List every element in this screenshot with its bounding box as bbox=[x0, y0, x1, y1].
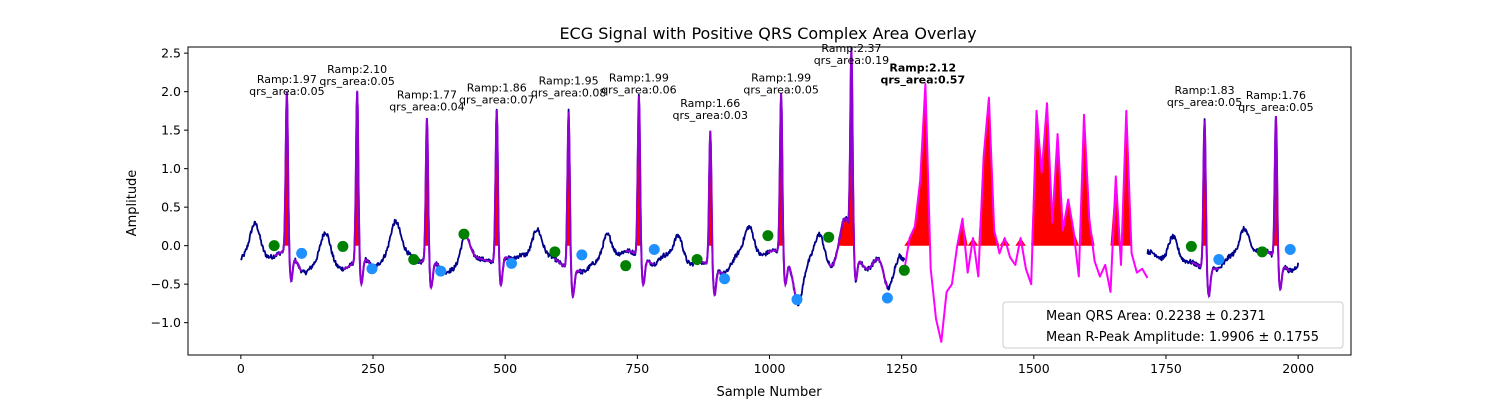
x-tick-label: 750 bbox=[625, 361, 649, 376]
qrs-offset-marker bbox=[435, 265, 447, 277]
ramp-annotation: Ramp:1.99 bbox=[609, 71, 669, 84]
x-tick-label: 1500 bbox=[1018, 361, 1050, 376]
qrs-area-annotation: qrs_area:0.05 bbox=[319, 75, 394, 88]
y-tick-label: 0.5 bbox=[161, 200, 181, 215]
x-axis: 0 250 500 750 1000 1250 1500 1750 2000 bbox=[237, 355, 1314, 376]
qrs-onset-marker bbox=[1256, 246, 1268, 258]
qrs-area-annotation: qrs_area:0.05 bbox=[743, 83, 818, 96]
ramp-annotation: Ramp:1.95 bbox=[539, 75, 599, 88]
x-axis-label: Sample Number bbox=[716, 385, 822, 400]
ramp-annotation: Ramp:1.76 bbox=[1246, 89, 1306, 102]
qrs-onset-marker bbox=[823, 231, 835, 243]
qrs-onset-marker bbox=[408, 254, 420, 266]
qrs-offset-marker bbox=[1284, 244, 1296, 256]
plot-area: Ramp:1.97qrs_area:0.05Ramp:2.10qrs_area:… bbox=[240, 42, 1314, 343]
qrs-onset-marker bbox=[549, 246, 561, 258]
ramp-annotation: Ramp:1.83 bbox=[1175, 84, 1235, 97]
qrs-onset-marker bbox=[691, 254, 703, 266]
qrs-onset-marker bbox=[458, 228, 470, 240]
ramp-annotation: Ramp:1.99 bbox=[751, 71, 811, 84]
qrs-segment-line bbox=[1191, 120, 1220, 299]
qrs-offset-marker bbox=[881, 292, 893, 304]
ramp-annotation: Ramp:1.86 bbox=[467, 81, 527, 94]
qrs-segment-line bbox=[767, 93, 798, 303]
qrs-segment-line bbox=[554, 111, 582, 300]
chart-title: ECG Signal with Positive QRS Complex Are… bbox=[559, 24, 976, 43]
x-tick-label: 1000 bbox=[754, 361, 786, 376]
qrs-area-annotation: qrs_area:0.07 bbox=[459, 93, 534, 106]
qrs-offset-marker bbox=[576, 249, 588, 261]
noisy-qrs-segment-line bbox=[903, 83, 1149, 343]
legend-box bbox=[1002, 301, 1344, 349]
qrs-area-annotation: qrs_area:0.06 bbox=[601, 83, 676, 96]
y-tick-label: 0.0 bbox=[161, 238, 181, 253]
y-axis: −1.0 −0.5 0.0 0.5 1.0 1.5 2.0 2.5 bbox=[151, 46, 188, 330]
qrs-segment-line bbox=[463, 109, 512, 288]
ramp-annotation: Ramp:1.77 bbox=[397, 88, 457, 101]
qrs-offset-marker bbox=[506, 257, 518, 269]
x-tick-label: 2000 bbox=[1282, 361, 1314, 376]
x-tick-label: 0 bbox=[237, 361, 245, 376]
qrs-offset-marker bbox=[1213, 254, 1225, 266]
ramp-annotation: Ramp:1.97 bbox=[257, 73, 317, 86]
qrs-area-annotation: qrs_area:0.05 bbox=[1167, 96, 1242, 109]
x-tick-label: 500 bbox=[493, 361, 517, 376]
qrs-onset-marker bbox=[337, 240, 349, 252]
qrs-area-fill-large bbox=[828, 49, 862, 246]
qrs-markers bbox=[268, 228, 1296, 306]
qrs-offset-marker bbox=[648, 244, 660, 256]
qrs-area-annotation: qrs_area:0.04 bbox=[389, 100, 464, 113]
ramp-annotation: Ramp:2.37 bbox=[821, 42, 881, 55]
y-tick-label: −1.0 bbox=[151, 315, 181, 330]
y-tick-label: 1.5 bbox=[161, 123, 181, 138]
ramp-annotation: Ramp:1.66 bbox=[680, 97, 740, 110]
signal-lines bbox=[240, 47, 1299, 343]
qrs-offset-marker bbox=[791, 294, 803, 306]
qrs-area-fill-large bbox=[904, 84, 1148, 246]
ramp-annotation: Ramp:2.10 bbox=[327, 63, 387, 76]
beat-annotations: Ramp:1.97qrs_area:0.05Ramp:2.10qrs_area:… bbox=[249, 42, 1314, 122]
qrs-segment-line bbox=[342, 90, 373, 288]
qrs-segment-line bbox=[827, 49, 889, 288]
qrs-area-annotation: qrs_area:0.57 bbox=[880, 73, 965, 86]
qrs-segment-line bbox=[273, 92, 303, 284]
y-tick-label: 1.0 bbox=[161, 161, 181, 176]
y-tick-label: 2.5 bbox=[161, 46, 181, 61]
qrs-area-annotation: qrs_area:0.05 bbox=[1238, 101, 1313, 114]
y-axis-label: Amplitude bbox=[125, 170, 140, 237]
qrs-area-annotation: qrs_area:0.05 bbox=[249, 85, 324, 98]
ramp-annotation: Ramp:2.12 bbox=[889, 61, 956, 74]
x-tick-label: 250 bbox=[361, 361, 385, 376]
legend-entry-r-amp: Mean R-Peak Amplitude: 1.9906 ± 0.1755 bbox=[1046, 330, 1319, 345]
qrs-area-annotation: qrs_area:0.03 bbox=[673, 109, 748, 122]
qrs-offset-marker bbox=[719, 273, 731, 285]
qrs-area-annotation: qrs_area:0.19 bbox=[814, 54, 889, 67]
y-tick-label: 2.0 bbox=[161, 84, 181, 99]
qrs-onset-marker bbox=[620, 260, 632, 272]
qrs-segment-line bbox=[625, 95, 655, 288]
legend: Mean QRS Area: 0.2238 ± 0.2371 Mean R-Pe… bbox=[1002, 301, 1344, 349]
qrs-offset-marker bbox=[296, 247, 308, 259]
qrs-onset-marker bbox=[898, 264, 910, 276]
qrs-onset-marker bbox=[1185, 240, 1197, 252]
x-tick-label: 1250 bbox=[886, 361, 918, 376]
x-tick-label: 1750 bbox=[1150, 361, 1182, 376]
qrs-area-annotation: qrs_area:0.08 bbox=[531, 87, 606, 100]
qrs-offset-marker bbox=[366, 263, 378, 275]
qrs-onset-marker bbox=[268, 240, 280, 252]
qrs-onset-marker bbox=[762, 230, 774, 242]
legend-entry-qrs-area: Mean QRS Area: 0.2238 ± 0.2371 bbox=[1046, 309, 1266, 324]
y-tick-label: −0.5 bbox=[151, 277, 181, 292]
